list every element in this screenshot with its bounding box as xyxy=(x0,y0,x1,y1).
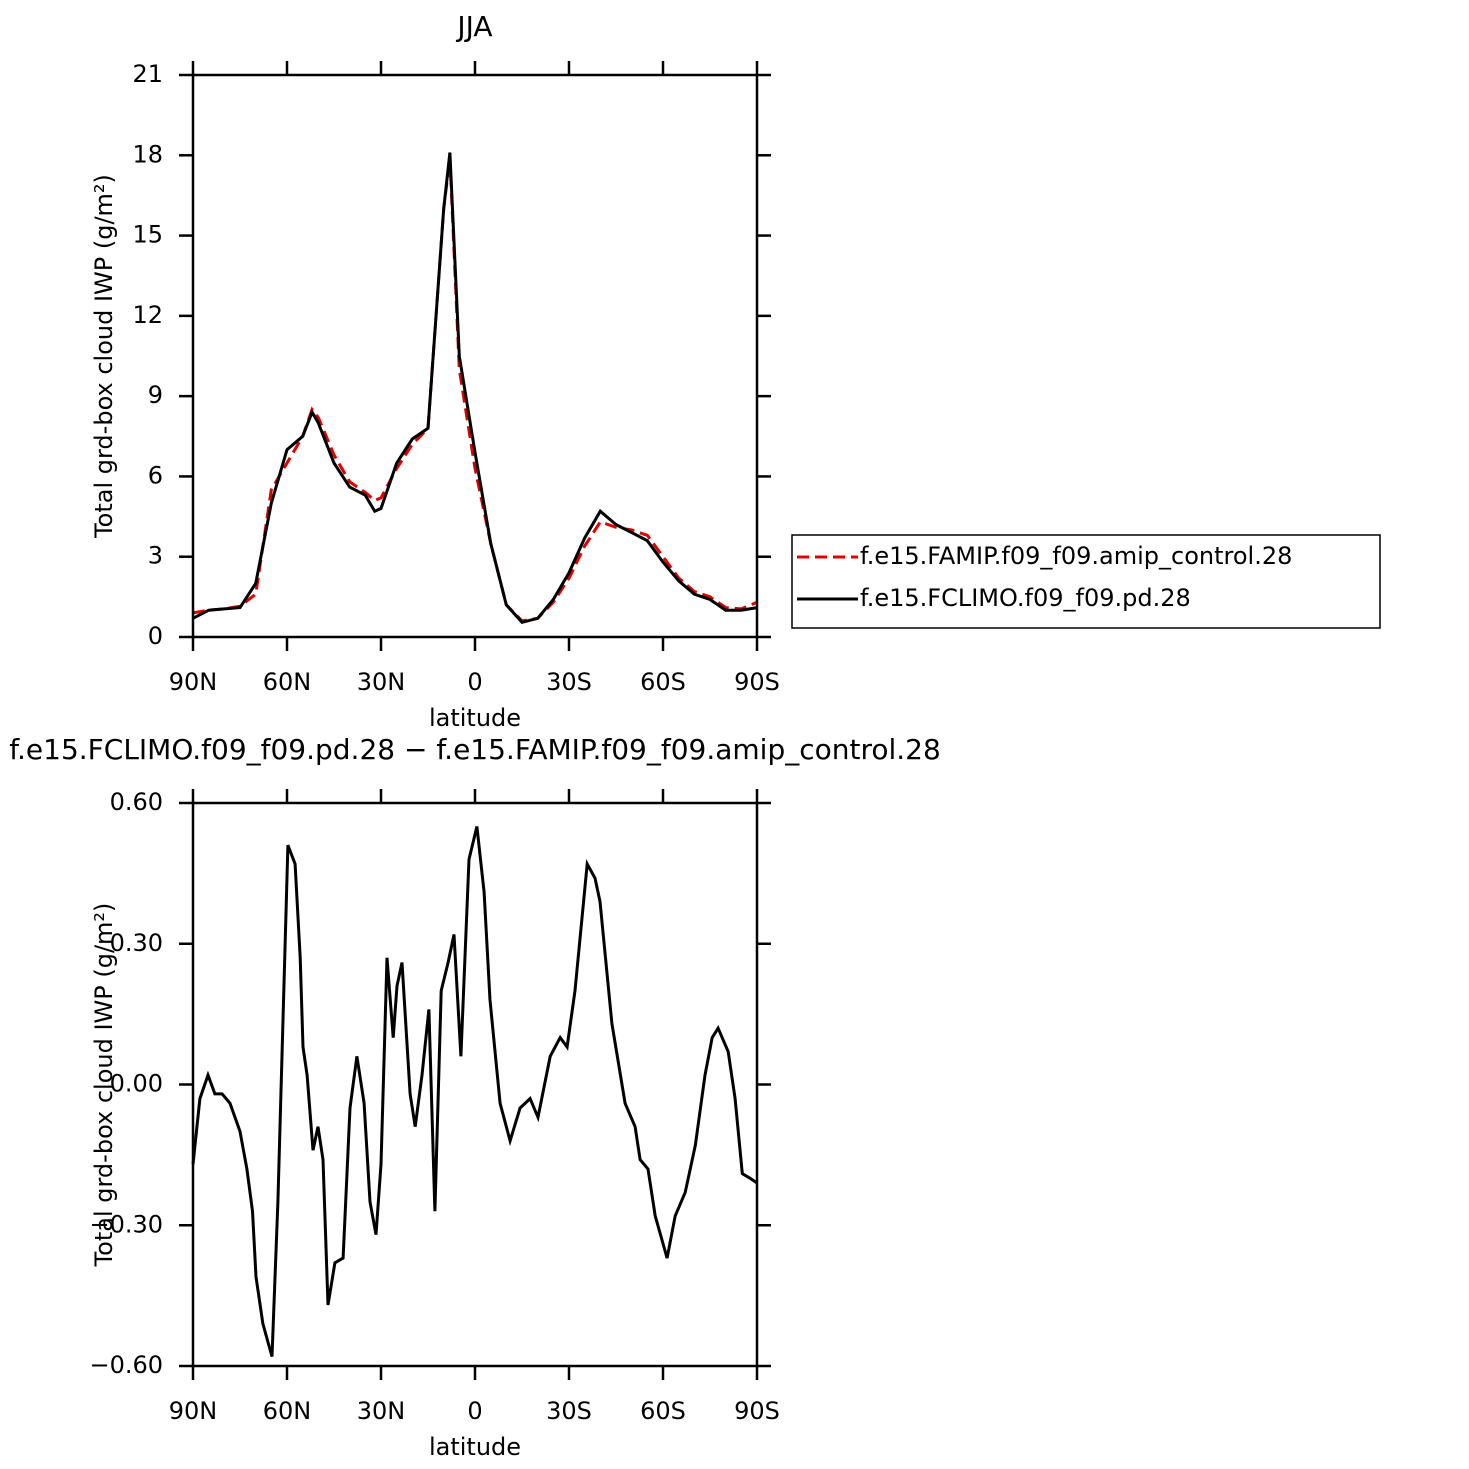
x-tick-label: 30N xyxy=(357,668,406,696)
y-tick-label: −0.60 xyxy=(89,1351,163,1379)
data-line xyxy=(192,157,758,623)
chart-title: f.e15.FCLIMO.f09_f09.pd.28 − f.e15.FAMIP… xyxy=(9,733,941,766)
data-line xyxy=(191,826,758,1358)
y-tick-label: 6 xyxy=(148,461,163,489)
plot-frame xyxy=(191,73,759,639)
x-tick-label: 30S xyxy=(546,668,592,696)
x-tick-label: 90S xyxy=(734,1397,780,1425)
chart-title: JJA xyxy=(455,10,492,43)
y-tick-label: 18 xyxy=(132,140,163,168)
legend-label: f.e15.FAMIP.f09_f09.amip_control.28 xyxy=(860,542,1292,570)
x-axis-label: latitude xyxy=(429,1433,521,1461)
y-tick-label: 3 xyxy=(148,542,163,570)
plot-frame xyxy=(191,801,759,1368)
x-tick-label: 60N xyxy=(263,668,312,696)
x-tick-label: 0 xyxy=(467,1397,482,1425)
x-tick-label: 0 xyxy=(467,668,482,696)
x-axis-label: latitude xyxy=(429,704,521,732)
y-tick-label: 9 xyxy=(148,381,163,409)
data-line xyxy=(192,152,758,624)
y-axis-label: Total grd-box cloud IWP (g/m²) xyxy=(90,903,118,1268)
y-tick-label: 15 xyxy=(132,221,163,249)
y-axis-label: Total grd-box cloud IWP (g/m²) xyxy=(90,174,118,539)
legend-label: f.e15.FCLIMO.f09_f09.pd.28 xyxy=(860,584,1191,612)
x-tick-label: 30S xyxy=(546,1397,592,1425)
legend-box xyxy=(791,534,1381,629)
y-tick-label: 21 xyxy=(132,60,163,88)
y-tick-label: 12 xyxy=(132,301,163,329)
x-tick-label: 90S xyxy=(734,668,780,696)
x-tick-label: 30N xyxy=(357,1397,406,1425)
x-tick-label: 60S xyxy=(640,1397,686,1425)
y-tick-label: −0.30 xyxy=(89,1210,163,1238)
x-tick-label: 90N xyxy=(169,1397,218,1425)
x-tick-label: 60N xyxy=(263,1397,312,1425)
x-tick-label: 60S xyxy=(640,668,686,696)
x-tick-label: 90N xyxy=(169,668,218,696)
y-tick-label: 0 xyxy=(148,622,163,650)
y-tick-label: 0.00 xyxy=(110,1070,163,1098)
y-tick-label: 0.60 xyxy=(110,788,163,816)
y-tick-label: 0.30 xyxy=(110,929,163,957)
